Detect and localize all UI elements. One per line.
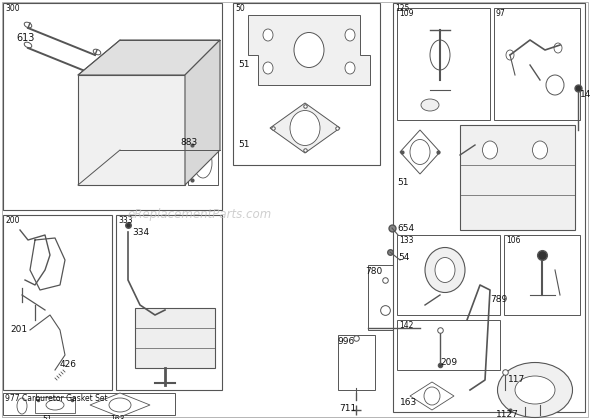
Ellipse shape bbox=[533, 141, 548, 159]
Text: 200: 200 bbox=[5, 216, 19, 225]
Text: 334: 334 bbox=[132, 228, 149, 237]
Ellipse shape bbox=[506, 50, 514, 60]
Text: 333: 333 bbox=[118, 216, 133, 225]
Polygon shape bbox=[400, 130, 440, 174]
Text: 209: 209 bbox=[440, 358, 457, 367]
Ellipse shape bbox=[17, 398, 27, 414]
Ellipse shape bbox=[345, 29, 355, 41]
Text: 142: 142 bbox=[399, 321, 414, 330]
Polygon shape bbox=[78, 40, 220, 75]
Text: 789: 789 bbox=[490, 295, 507, 304]
Ellipse shape bbox=[24, 42, 32, 48]
Bar bbox=[397, 125, 445, 180]
Bar bbox=[504, 235, 580, 315]
Ellipse shape bbox=[425, 248, 465, 292]
Ellipse shape bbox=[410, 140, 430, 165]
Text: 977 Carburetor Gasket Set: 977 Carburetor Gasket Set bbox=[5, 394, 107, 403]
Ellipse shape bbox=[531, 379, 549, 401]
Ellipse shape bbox=[554, 43, 562, 53]
Text: 54: 54 bbox=[398, 253, 409, 262]
Text: 51: 51 bbox=[238, 60, 250, 69]
Text: 780: 780 bbox=[365, 267, 382, 276]
Ellipse shape bbox=[421, 99, 439, 111]
Bar bbox=[3, 3, 222, 210]
Ellipse shape bbox=[86, 67, 94, 73]
Polygon shape bbox=[270, 103, 340, 153]
Text: 711: 711 bbox=[339, 404, 356, 413]
Text: eReplacementParts.com: eReplacementParts.com bbox=[128, 209, 272, 222]
Text: 1127: 1127 bbox=[496, 410, 519, 419]
Bar bbox=[494, 8, 580, 120]
Text: 109: 109 bbox=[399, 9, 414, 18]
Ellipse shape bbox=[483, 141, 497, 159]
Polygon shape bbox=[248, 15, 370, 85]
Ellipse shape bbox=[46, 400, 64, 410]
Ellipse shape bbox=[263, 29, 273, 41]
Text: 51: 51 bbox=[397, 178, 408, 187]
Bar bbox=[116, 215, 222, 390]
Polygon shape bbox=[78, 75, 185, 185]
Text: 147: 147 bbox=[580, 90, 590, 99]
Ellipse shape bbox=[109, 398, 131, 412]
Ellipse shape bbox=[93, 49, 101, 55]
Bar bbox=[244, 12, 375, 85]
Bar bbox=[3, 215, 112, 390]
Text: 97: 97 bbox=[496, 9, 506, 18]
Text: 613: 613 bbox=[16, 33, 34, 43]
Bar bbox=[3, 393, 175, 415]
Polygon shape bbox=[185, 40, 220, 185]
Bar bbox=[460, 125, 575, 230]
Ellipse shape bbox=[435, 258, 455, 282]
Ellipse shape bbox=[263, 62, 273, 74]
Text: 106: 106 bbox=[506, 236, 520, 245]
Text: 125: 125 bbox=[395, 4, 409, 13]
Ellipse shape bbox=[430, 40, 450, 70]
Ellipse shape bbox=[126, 121, 171, 176]
Text: 996: 996 bbox=[337, 337, 354, 346]
Ellipse shape bbox=[424, 387, 440, 405]
Ellipse shape bbox=[546, 75, 564, 95]
Bar bbox=[233, 3, 380, 165]
Polygon shape bbox=[90, 393, 150, 417]
Bar bbox=[397, 8, 490, 120]
Ellipse shape bbox=[425, 340, 445, 380]
Bar bbox=[368, 265, 410, 330]
Text: 426: 426 bbox=[60, 360, 77, 369]
Text: 201: 201 bbox=[10, 325, 27, 334]
Ellipse shape bbox=[497, 362, 572, 417]
Text: 50: 50 bbox=[235, 4, 245, 13]
Text: 654: 654 bbox=[397, 224, 414, 233]
Ellipse shape bbox=[194, 148, 212, 178]
Ellipse shape bbox=[515, 376, 555, 404]
Text: 163: 163 bbox=[400, 398, 417, 407]
Ellipse shape bbox=[345, 62, 355, 74]
Ellipse shape bbox=[294, 33, 324, 67]
Text: 163: 163 bbox=[110, 415, 124, 419]
Bar bbox=[397, 235, 500, 315]
Text: 117: 117 bbox=[508, 375, 525, 384]
Bar bbox=[393, 3, 585, 412]
Bar bbox=[135, 308, 215, 368]
Bar bbox=[188, 140, 218, 185]
Ellipse shape bbox=[290, 111, 320, 145]
Text: 300: 300 bbox=[5, 4, 19, 13]
Bar bbox=[35, 397, 75, 413]
Text: 51: 51 bbox=[238, 140, 250, 149]
Polygon shape bbox=[410, 382, 454, 410]
Text: 51: 51 bbox=[42, 415, 52, 419]
Bar bbox=[397, 320, 500, 370]
Ellipse shape bbox=[24, 22, 32, 28]
Text: 133: 133 bbox=[399, 236, 414, 245]
Bar bbox=[338, 335, 375, 390]
Text: 883: 883 bbox=[180, 138, 197, 147]
